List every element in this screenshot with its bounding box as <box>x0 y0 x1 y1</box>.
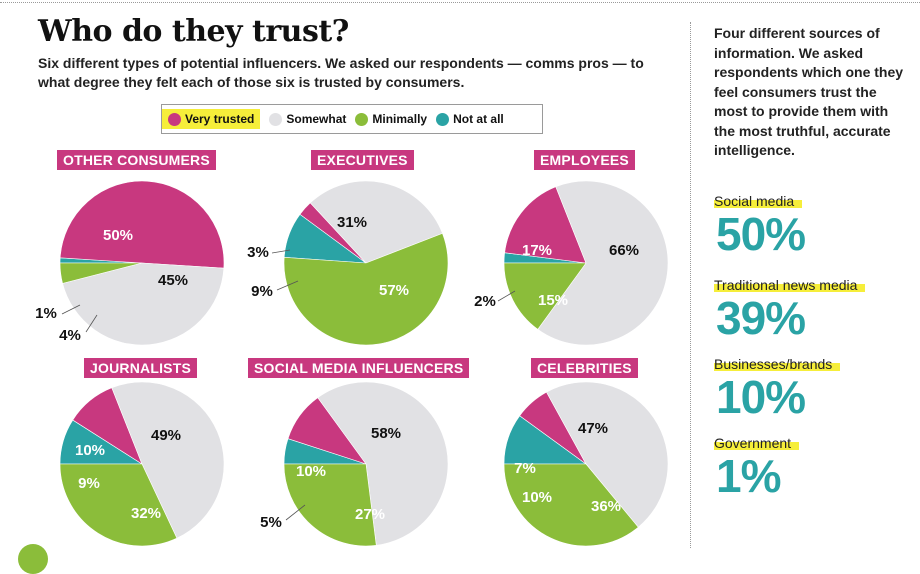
page-marker-dot <box>18 544 48 574</box>
data-label-employees-somewhat: 66% <box>609 242 639 259</box>
pie-slice-executives-somewhat <box>309 180 443 264</box>
pie-slice-social-media-influencers-minimally <box>283 463 377 547</box>
legend-swatch <box>355 112 369 126</box>
legend-swatch <box>269 112 283 126</box>
source-label-businesses-brands: Businesses/brands <box>714 356 841 372</box>
pie-other-consumers <box>59 180 225 346</box>
legend-label: Not at all <box>453 112 504 126</box>
pie-executives <box>283 180 449 346</box>
chart-title-executives: EXECUTIVES <box>311 150 414 170</box>
top-dotted-rule <box>0 2 920 3</box>
source-value-government: 1% <box>716 450 781 502</box>
legend-swatch <box>436 112 450 126</box>
legend-label: Very trusted <box>185 112 255 126</box>
leader-line-employees-not-at-all <box>497 290 516 302</box>
pie-slice-journalists-somewhat <box>111 381 225 539</box>
chart-title-employees: EMPLOYEES <box>534 150 635 170</box>
data-label-other-consumers-not-at-all: 1% <box>35 305 57 322</box>
pie-slice-employees-minimally <box>503 262 587 330</box>
leader-line-executives-not-at-all <box>276 280 299 291</box>
leader-line-other-consumers-minimally <box>85 314 98 333</box>
pie-journalists <box>59 381 225 547</box>
data-label-social-media-influencers-not-at-all: 5% <box>260 514 282 531</box>
data-label-employees-not-at-all: 2% <box>474 293 496 310</box>
pie-slice-celebrities-somewhat <box>546 381 669 528</box>
pie-slice-other-consumers-somewhat <box>62 262 225 346</box>
pie-slice-employees-somewhat <box>537 180 669 346</box>
data-label-executives-very-trusted: 3% <box>247 244 269 261</box>
pie-employees <box>503 180 669 346</box>
pie-slice-executives-minimally <box>283 232 449 346</box>
source-label-government: Government <box>714 435 800 451</box>
data-label-executives-somewhat: 31% <box>337 214 367 231</box>
page-title: Who do they trust? <box>38 14 349 49</box>
data-label-other-consumers-very-trusted: 50% <box>103 227 133 244</box>
source-value-social-media: 50% <box>716 208 806 260</box>
data-label-employees-very-trusted: 17% <box>522 242 552 259</box>
data-label-journalists-somewhat: 49% <box>151 427 181 444</box>
data-label-executives-not-at-all: 9% <box>251 283 273 300</box>
pie-charts: 50% 45% 4%1% 3% 31% 57% 9% 17% 66% 15% 2% 10% 49% 32%… <box>35 180 669 547</box>
legend-label: Minimally <box>372 112 428 126</box>
pie-slice-employees-very-trusted <box>504 186 587 264</box>
leader-line-social-media-influencers-not-at-all <box>285 504 306 521</box>
leader-line-executives-very-trusted <box>271 249 291 254</box>
data-label-executives-minimally: 57% <box>379 282 409 299</box>
source-label-social-media: Social media <box>714 193 803 209</box>
chart-title-journalists: JOURNALISTS <box>84 358 197 378</box>
legend-label: Somewhat <box>286 112 347 126</box>
pie-social-media-influencers <box>283 381 449 547</box>
chart-title-celebrities: CELEBRITIES <box>531 358 638 378</box>
pie-slice-social-media-influencers-somewhat <box>317 381 449 546</box>
sidebar-intro: Four different sources of information. W… <box>714 25 904 158</box>
source-value-businesses-brands: 10% <box>716 371 806 423</box>
chart-title-social-media-influencers: SOCIAL MEDIA INFLUENCERS <box>248 358 470 378</box>
source-value-traditional-news: 39% <box>716 292 806 344</box>
data-label-employees-minimally: 15% <box>538 292 568 309</box>
legend-item-somewhat: Somewhat <box>269 112 346 126</box>
data-label-celebrities-not-at-all: 10% <box>522 489 552 506</box>
source-label-traditional-news: Traditional news media <box>714 277 866 293</box>
data-label-celebrities-very-trusted: 7% <box>514 460 536 477</box>
data-label-social-media-influencers-minimally: 27% <box>355 506 385 523</box>
data-label-celebrities-minimally: 36% <box>591 498 621 515</box>
data-label-other-consumers-somewhat: 45% <box>158 272 188 289</box>
data-label-celebrities-somewhat: 47% <box>578 420 608 437</box>
data-label-social-media-influencers-somewhat: 58% <box>371 425 401 442</box>
data-label-other-consumers-minimally: 4% <box>59 327 81 344</box>
pie-slice-celebrities-minimally <box>503 463 639 547</box>
data-label-journalists-minimally: 32% <box>131 505 161 522</box>
pie-slice-other-consumers-very-trusted <box>59 180 225 269</box>
pie-celebrities <box>503 381 669 547</box>
pie-slice-journalists-minimally <box>59 463 178 547</box>
legend-item-not-at-all: Not at all <box>436 112 504 126</box>
data-label-social-media-influencers-very-trusted: 10% <box>296 463 326 480</box>
chart-title-other-consumers: OTHER CONSUMERS <box>57 150 216 170</box>
legend-item-minimally: Minimally <box>355 112 427 126</box>
legend-swatch <box>168 112 181 126</box>
data-label-journalists-not-at-all: 9% <box>78 475 100 492</box>
pie-slice-other-consumers-minimally <box>59 262 143 284</box>
leader-line-other-consumers-not-at-all <box>61 304 81 315</box>
chart-legend: Very trusted Somewhat Minimally Not at all <box>161 104 543 134</box>
page-subtitle: Six different types of potential influen… <box>38 55 644 90</box>
data-label-journalists-very-trusted: 10% <box>75 442 105 459</box>
sidebar-divider <box>690 22 691 548</box>
legend-item-very-trusted: Very trusted <box>162 109 261 129</box>
